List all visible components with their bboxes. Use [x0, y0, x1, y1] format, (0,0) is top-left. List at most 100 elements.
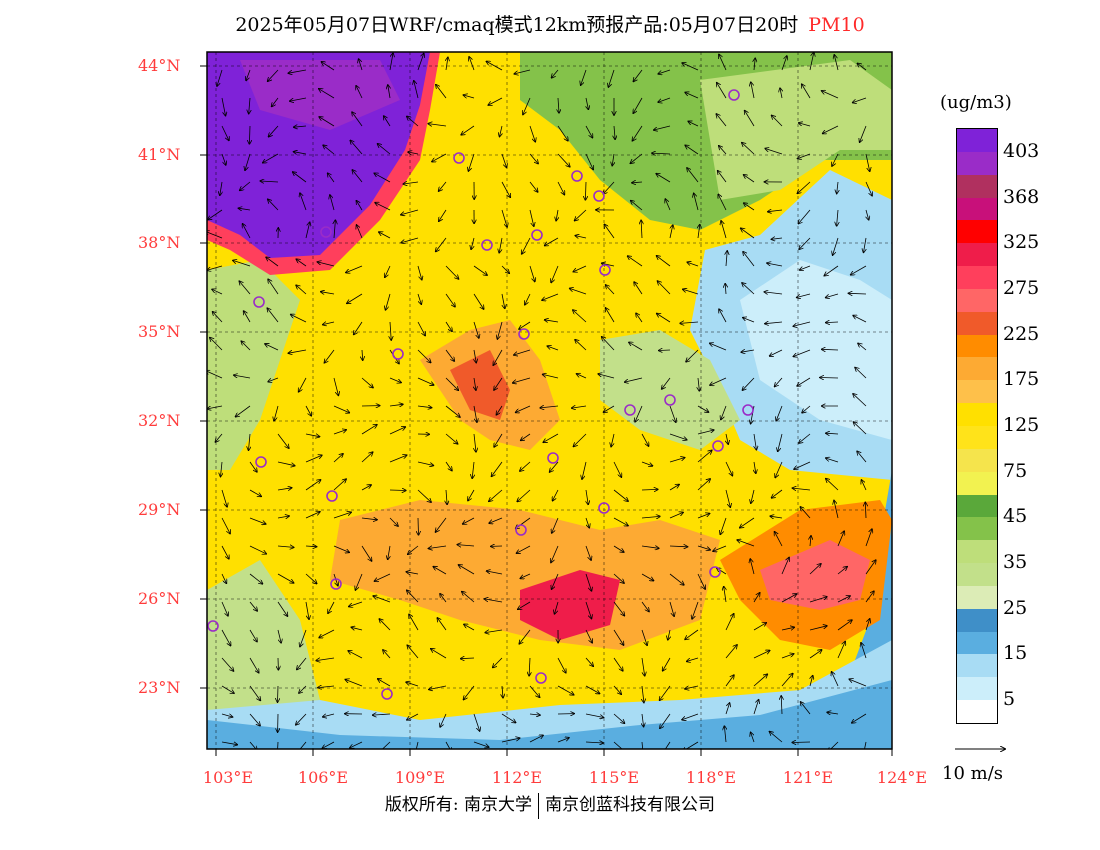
- wind-arrow: [388, 545, 390, 559]
- wind-arrow: [572, 406, 587, 408]
- south-hotspot-core: [520, 570, 620, 640]
- wind-arrow: [664, 741, 671, 749]
- wind-arrow: [837, 567, 847, 575]
- wind-arrow: [725, 614, 734, 631]
- wind-arrow: [860, 125, 867, 142]
- wind-arrow: [828, 741, 839, 749]
- wind-arrow: [659, 350, 671, 351]
- wind-arrow: [657, 314, 671, 323]
- wind-arrow: [501, 153, 507, 167]
- wind-arrow: [379, 619, 391, 631]
- lat-label-29: 29°N: [138, 500, 181, 519]
- wind-arrow: [837, 531, 844, 547]
- wind-arrow: [606, 308, 615, 323]
- wind-arrow: [557, 153, 570, 167]
- wind-arrow: [513, 377, 531, 383]
- wind-arrow: [663, 657, 671, 671]
- color-bar-label: 368: [1003, 185, 1040, 208]
- wind-arrow: [861, 480, 867, 491]
- wind-arrow: [686, 349, 699, 362]
- wind-arrow: [547, 346, 559, 351]
- wind-arrow: [529, 153, 538, 164]
- wind-arrow: [502, 685, 503, 698]
- wind-arrow: [854, 422, 867, 435]
- color-bar-label: 403: [1003, 139, 1040, 162]
- wind-arrow: [772, 115, 783, 127]
- city-marker: [598, 502, 610, 514]
- city-marker: [535, 672, 547, 684]
- wind-arrow: [296, 713, 307, 725]
- wind-arrow: [741, 350, 755, 352]
- color-bar-label: 175: [1003, 368, 1040, 391]
- wind-arrow: [557, 181, 564, 195]
- wind-arrow: [389, 427, 405, 435]
- wind-arrow: [855, 368, 867, 379]
- wind-arrow: [575, 236, 587, 238]
- wind-arrow: [417, 406, 432, 408]
- wind-arrow: [277, 488, 292, 490]
- wind-arrow: [570, 288, 587, 295]
- wind-arrow: [765, 149, 783, 155]
- wind-arrow: [612, 153, 614, 166]
- wind-arrow: [354, 321, 363, 335]
- wind-arrow: [305, 480, 321, 491]
- wind-arrow: [851, 265, 867, 275]
- wind-arrow: [669, 573, 684, 585]
- wind-arrow: [457, 545, 475, 546]
- wind-arrow: [837, 209, 838, 226]
- wind-arrow: [820, 378, 839, 379]
- wind-arrow: [514, 349, 531, 355]
- city-marker: [531, 229, 543, 241]
- wind-arrow: [837, 181, 838, 194]
- wind-arrow: [445, 321, 452, 331]
- wind-arrow: [628, 256, 643, 267]
- wind-arrow: [742, 377, 755, 390]
- wind-arrow: [577, 374, 587, 379]
- wind-arrow: [781, 674, 793, 687]
- variable-label: PM10: [808, 14, 865, 36]
- wind-arrow: [552, 69, 559, 78]
- wind-arrow: [837, 620, 852, 631]
- city-marker: [599, 264, 611, 276]
- wind-arrow: [221, 714, 233, 717]
- wind-arrow: [330, 195, 335, 211]
- wind-arrow: [809, 626, 827, 631]
- wind-arrow: [834, 501, 839, 519]
- wind-arrow: [221, 573, 226, 583]
- wind-arrow: [249, 517, 266, 524]
- wind-arrow: [585, 601, 592, 619]
- wind-arrow: [688, 121, 699, 127]
- wind-arrow: [249, 125, 250, 144]
- wind-arrow: [797, 181, 811, 193]
- wind-arrow: [436, 517, 447, 532]
- wind-arrow: [802, 84, 811, 99]
- wind-arrow: [357, 225, 363, 239]
- wind-arrow: [293, 172, 307, 183]
- wind-arrow: [602, 263, 615, 266]
- footer-right: 南京创蓝科技有限公司: [545, 795, 716, 815]
- wind-arrow: [658, 69, 671, 74]
- wind-arrow: [641, 601, 649, 612]
- wind-arrow: [657, 256, 671, 267]
- color-bar-box: [957, 151, 997, 175]
- wind-arrow: [545, 237, 559, 246]
- wind-arrow: [809, 650, 822, 659]
- wind-arrow: [523, 97, 531, 115]
- wind-arrow: [221, 489, 227, 507]
- wind-arrow: [322, 741, 335, 748]
- wind-arrow: [244, 311, 251, 323]
- wind-arrow: [575, 209, 587, 221]
- wind-arrow: [333, 545, 349, 552]
- wind-arrow: [333, 573, 338, 586]
- color-bar-label: 325: [1003, 231, 1040, 254]
- wind-arrow: [266, 257, 279, 267]
- wind-arrow: [697, 479, 710, 491]
- lat-label-26: 26°N: [138, 589, 181, 608]
- wind-arrow: [827, 712, 839, 714]
- wind-arrow: [809, 597, 827, 603]
- wind-arrow: [520, 573, 531, 578]
- lat-label-38: 38°N: [138, 233, 181, 252]
- wind-arrow: [529, 209, 534, 226]
- wind-arrow: [409, 614, 419, 631]
- wind-arrow: [356, 201, 363, 211]
